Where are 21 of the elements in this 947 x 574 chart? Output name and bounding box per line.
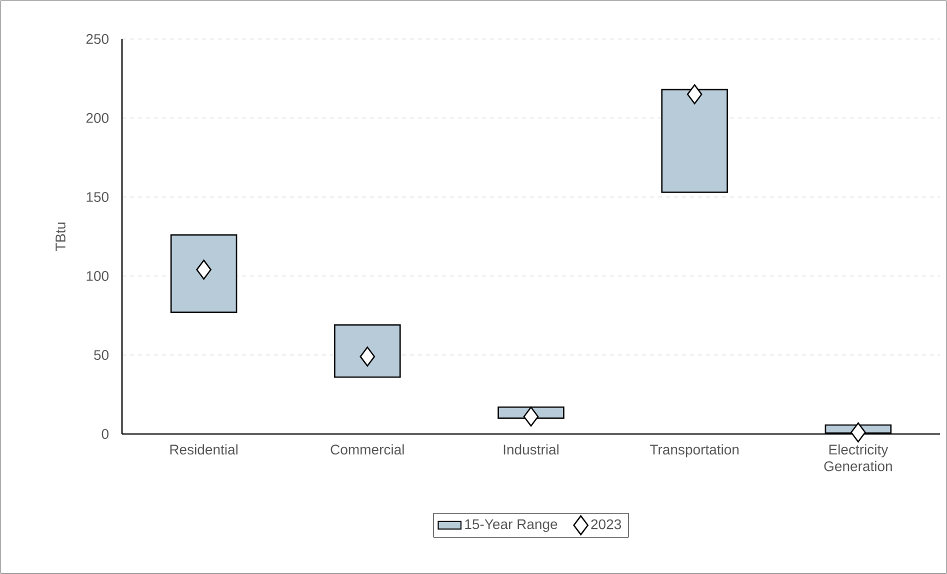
legend-label: 15-Year Range <box>465 519 558 532</box>
x-tick-label: Residential <box>170 444 238 455</box>
x-tick-label: Industrial <box>504 444 558 455</box>
x-tick-label: Commercial <box>330 444 404 455</box>
y-tick-label: 250 <box>86 34 109 44</box>
y-tick-label: 150 <box>86 192 109 202</box>
y-tick-label: 0 <box>102 429 109 439</box>
y-tick-label: 100 <box>86 271 109 281</box>
y-tick-label: 50 <box>94 350 109 360</box>
legend-label: 2023 <box>591 519 622 530</box>
bar <box>170 234 238 313</box>
point <box>686 84 702 104</box>
point <box>850 422 866 442</box>
x-tick-label: Electricity Generation <box>824 444 892 472</box>
point <box>196 260 212 280</box>
x-tick-label: Transportation <box>650 444 739 458</box>
y-tick-label: 200 <box>86 113 109 123</box>
bar <box>334 324 401 378</box>
point <box>523 406 539 427</box>
point <box>360 346 376 367</box>
y-axis-title: TBtu <box>56 222 66 251</box>
